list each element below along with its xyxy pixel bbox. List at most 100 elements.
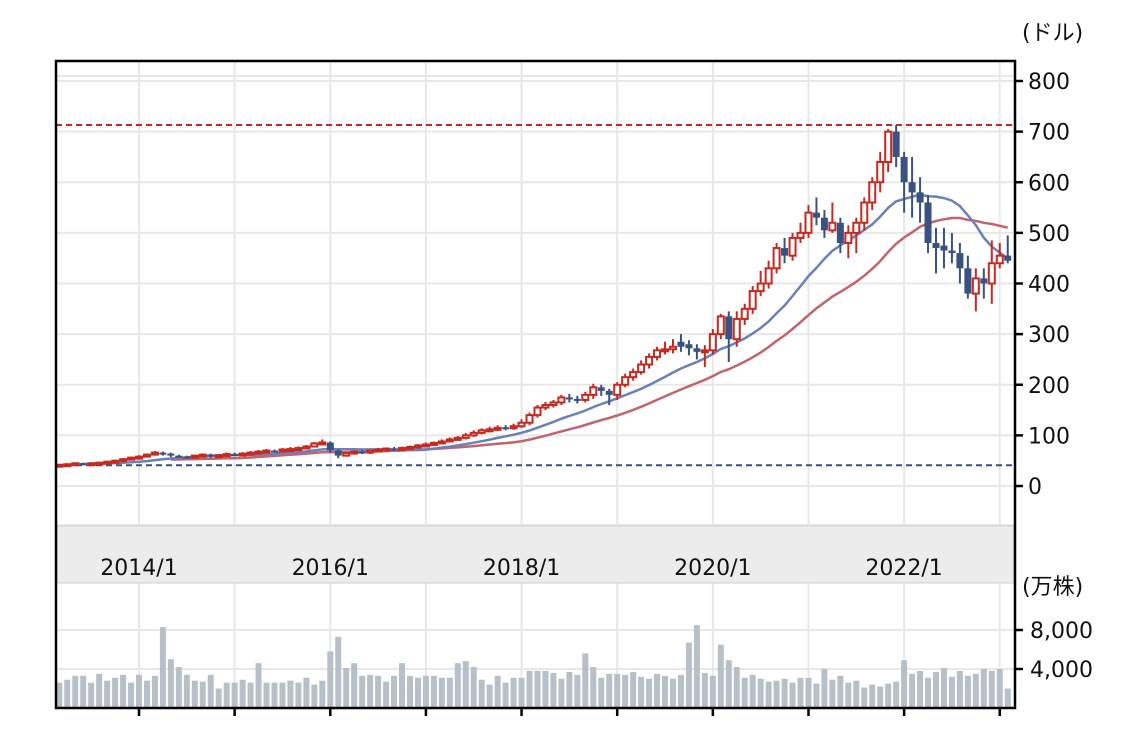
candle-body-up <box>469 431 478 437</box>
volume-bar <box>104 680 111 708</box>
volume-bar <box>486 684 493 708</box>
volume-bar <box>598 677 605 708</box>
volume-bar <box>255 663 262 708</box>
volume-bar <box>733 667 740 708</box>
volume-bar <box>590 667 597 708</box>
volume-bar <box>406 675 413 708</box>
volume-bar <box>510 677 517 708</box>
candle-body-up <box>95 461 104 466</box>
candle-body-down <box>964 268 972 294</box>
volume-bar <box>399 663 406 708</box>
volume-bar <box>980 669 987 708</box>
volume-bar <box>885 683 892 708</box>
candle-body-up <box>342 452 351 457</box>
candle-body-down <box>781 248 789 256</box>
volume-bar <box>893 681 900 708</box>
volume-bar <box>869 684 876 708</box>
candle-body-up <box>318 441 327 446</box>
candle-body-up <box>852 221 861 234</box>
candle-body-up <box>788 236 797 257</box>
volume-bar <box>159 627 166 708</box>
candle-body-up <box>374 448 383 453</box>
candle-body-up <box>246 451 255 456</box>
candle-body-up <box>302 445 311 450</box>
candle-body-down <box>597 387 605 391</box>
candle-body-up <box>485 428 494 433</box>
volume-bar <box>151 675 158 708</box>
volume-bar <box>797 677 804 708</box>
candle-body-down <box>940 245 948 251</box>
volume-bar <box>845 682 852 708</box>
volume-bar <box>231 682 238 708</box>
candle-body-up <box>119 458 128 463</box>
candle-body-up <box>437 440 446 445</box>
volume-bar <box>215 688 222 708</box>
candle-body-down <box>326 442 334 451</box>
x-tick-label: 2020/1 <box>674 556 751 581</box>
volume-bar <box>263 682 270 708</box>
volume-bar <box>829 679 836 708</box>
volume-bar <box>391 675 398 708</box>
volume-bar <box>64 679 71 708</box>
volume-bar <box>120 674 127 708</box>
candle-body-up <box>445 438 454 443</box>
volume-bar <box>367 674 374 708</box>
candle-body-up <box>453 436 462 441</box>
volume-bar <box>996 669 1003 708</box>
candle-body-down <box>175 455 183 458</box>
candle-body-down <box>685 344 693 349</box>
candle-body-down <box>948 250 956 254</box>
volume-bar <box>183 674 190 708</box>
candle-body-up <box>398 447 407 452</box>
candle-body-down <box>502 427 510 430</box>
candle-body-up <box>509 425 518 430</box>
volume-bar <box>948 676 955 708</box>
volume-bar <box>462 661 469 708</box>
candle-body-down <box>565 397 573 400</box>
candle-body-up <box>198 453 207 458</box>
volume-bar <box>175 667 182 708</box>
volume-bar <box>191 680 198 708</box>
axes <box>54 59 1017 716</box>
volume-bar <box>550 672 557 708</box>
candle-body-up <box>366 449 375 454</box>
candle-body-up <box>150 451 159 456</box>
volume-bar <box>662 675 669 708</box>
volume-bar <box>279 682 286 708</box>
candle-body-up <box>222 453 231 458</box>
volume-bar <box>925 677 932 708</box>
volume-bar <box>311 684 318 708</box>
date-axis-band <box>56 525 1015 584</box>
volume-bar <box>128 682 135 708</box>
volume-bar <box>765 681 772 708</box>
volume-bar <box>167 659 174 708</box>
candle-body-down <box>820 217 828 231</box>
candle-body-down <box>892 131 900 157</box>
candle-body-up <box>995 254 1004 265</box>
x-axis-labels: 2014/1 2016/1 2018/1 2020/1 2022/1 <box>100 556 943 581</box>
x-tick-label: 2016/1 <box>292 556 369 581</box>
candle-body-up <box>127 456 136 461</box>
volume-bar <box>351 663 358 708</box>
volume-bar <box>446 677 453 708</box>
candle-body-down <box>270 450 278 453</box>
candle-body-down <box>605 390 613 395</box>
candle-body-down <box>980 278 988 284</box>
volume-bar <box>143 680 150 708</box>
candle-body-down <box>1004 255 1012 261</box>
candle-body-down <box>390 448 398 451</box>
volume-bar <box>988 670 995 708</box>
volume-bar <box>56 682 63 708</box>
volume-bar <box>566 671 573 708</box>
candle-body-up <box>621 376 630 386</box>
volume-bar <box>207 674 214 708</box>
candle-body-up <box>740 307 749 320</box>
volume-bar <box>749 674 756 708</box>
candle-body-up <box>804 211 813 234</box>
candle-body-down <box>334 450 342 456</box>
candle-body-up <box>541 404 550 409</box>
volume-bar <box>669 678 676 708</box>
candle-body-up <box>971 277 980 295</box>
candle-body-down <box>159 452 167 455</box>
volume-bar <box>383 681 390 708</box>
